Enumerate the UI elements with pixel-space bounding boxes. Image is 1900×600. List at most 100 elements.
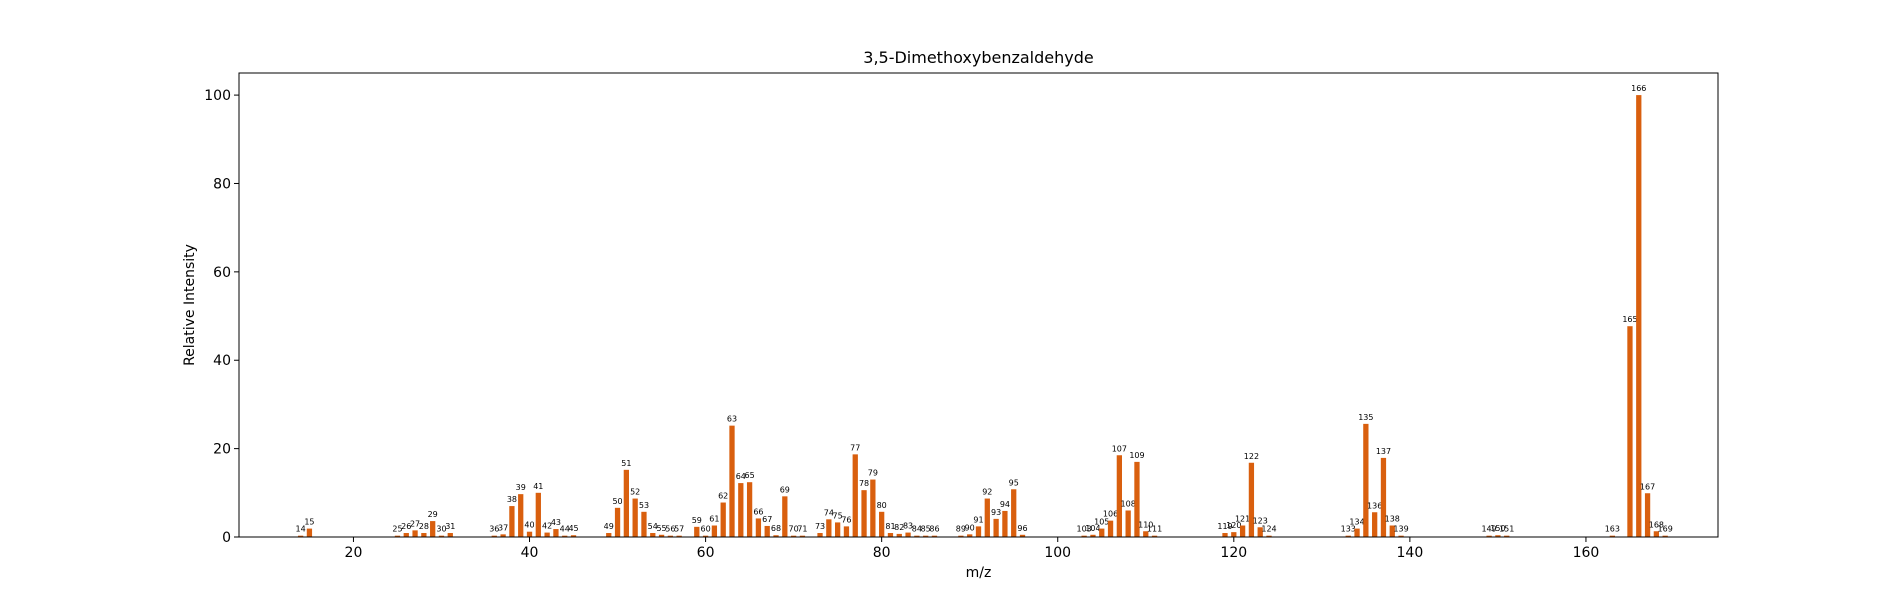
bar-label-mz-49: 49 <box>604 522 614 531</box>
x-axis: 20 40 60 80 100 120 140 160 <box>345 537 1600 561</box>
bar-mz-61 <box>711 525 718 537</box>
bar-label-mz-31: 31 <box>445 522 455 531</box>
bar-label-mz-89: 89 <box>956 525 966 534</box>
bar-mz-168 <box>1653 531 1660 537</box>
x-tick-label: 20 <box>345 545 363 561</box>
x-tick-label: 80 <box>873 545 891 561</box>
bar-mz-93 <box>993 518 999 537</box>
bar-label-mz-94: 94 <box>1000 500 1010 509</box>
bar-label-mz-138: 138 <box>1385 515 1400 524</box>
y-tick-label: 100 <box>204 88 231 104</box>
bar-label-mz-57: 57 <box>674 525 684 534</box>
bar-mz-44 <box>562 535 568 537</box>
bar-mz-41 <box>535 492 541 537</box>
bar-mz-68 <box>773 535 779 537</box>
bar-mz-38 <box>509 506 515 537</box>
bar-mz-65 <box>746 482 753 537</box>
bar-label-mz-53: 53 <box>639 501 649 510</box>
bar-label-mz-36: 36 <box>489 525 499 534</box>
bar-label-mz-79: 79 <box>868 469 878 478</box>
bar-mz-43 <box>553 529 559 537</box>
bar-mz-107 <box>1116 455 1122 537</box>
bar-mz-120 <box>1231 532 1237 537</box>
bar-mz-85 <box>923 535 929 537</box>
bar-mz-91 <box>975 526 982 537</box>
bar-label-mz-74: 74 <box>824 508 834 517</box>
bar-mz-137 <box>1380 457 1387 537</box>
bar-label-mz-40: 40 <box>524 521 534 530</box>
y-axis: 0 20 40 60 80 100 <box>204 88 239 546</box>
bar-mz-37 <box>500 534 506 537</box>
bar-label-mz-110: 110 <box>1138 520 1153 529</box>
y-axis-label: Relative Intensity <box>182 244 198 366</box>
bar-label-mz-133: 133 <box>1341 525 1356 534</box>
bar-mz-151 <box>1504 535 1510 537</box>
bar-label-mz-69: 69 <box>780 485 790 494</box>
bar-mz-29 <box>430 521 436 537</box>
bar-mz-70 <box>790 535 797 537</box>
bar-label-mz-64: 64 <box>736 472 746 481</box>
bar-label-mz-169: 169 <box>1658 525 1673 534</box>
bar-mz-55 <box>658 534 665 537</box>
bar-mz-75 <box>835 522 841 537</box>
bar-mz-45 <box>570 535 577 537</box>
bar-mz-76 <box>843 526 850 537</box>
bar-mz-51 <box>623 469 629 537</box>
y-tick-label: 60 <box>213 265 231 281</box>
x-tick-label: 120 <box>1220 545 1247 561</box>
chart-title: 3,5-Dimethoxybenzaldehyde <box>863 48 1093 67</box>
bar-label-mz-42: 42 <box>542 522 552 531</box>
bar-label-mz-107: 107 <box>1112 444 1127 453</box>
bar-label-mz-123: 123 <box>1253 516 1268 525</box>
x-tick-label: 140 <box>1397 545 1424 561</box>
bar-mz-40 <box>526 531 533 537</box>
bar-label-mz-134: 134 <box>1349 518 1364 527</box>
bar-label-mz-121: 121 <box>1235 515 1250 524</box>
x-axis-label: m/z <box>966 565 992 581</box>
plot-frame <box>238 72 1719 538</box>
bar-label-mz-151: 151 <box>1499 525 1514 534</box>
bar-mz-94 <box>1002 510 1008 537</box>
bar-label-mz-61: 61 <box>709 515 719 524</box>
bar-mz-63 <box>729 425 735 537</box>
bar-label-mz-80: 80 <box>877 501 887 510</box>
bar-label-mz-108: 108 <box>1121 499 1136 508</box>
bar-mz-73 <box>817 533 823 537</box>
bar-mz-59 <box>694 526 700 537</box>
bar-mz-105 <box>1099 528 1105 537</box>
bar-label-mz-25: 25 <box>392 525 402 534</box>
bar-label-mz-168: 168 <box>1649 520 1664 529</box>
bar-mz-149 <box>1486 535 1492 537</box>
bar-label-mz-26: 26 <box>401 522 411 531</box>
bar-label-mz-51: 51 <box>621 459 631 468</box>
bar-mz-25 <box>394 535 401 537</box>
bar-label-mz-63: 63 <box>727 415 737 424</box>
bar-label-mz-62: 62 <box>718 492 728 501</box>
bar-label-mz-120: 120 <box>1226 521 1241 530</box>
bar-mz-83 <box>905 532 911 537</box>
bar-label-mz-82: 82 <box>894 523 904 532</box>
bar-mz-14 <box>297 535 304 537</box>
bar-mz-106 <box>1107 520 1114 537</box>
bar-label-mz-85: 85 <box>921 525 931 534</box>
bar-label-mz-106: 106 <box>1103 510 1118 519</box>
bar-label-mz-165: 165 <box>1622 315 1637 324</box>
bar-mz-89 <box>958 535 964 537</box>
bar-label-mz-14: 14 <box>296 525 306 534</box>
bar-label-mz-86: 86 <box>929 525 939 534</box>
bar-label-mz-135: 135 <box>1358 413 1373 422</box>
bar-label-mz-54: 54 <box>648 522 658 531</box>
x-tick-label: 160 <box>1573 545 1600 561</box>
bar-mz-86 <box>931 535 938 537</box>
bar-mz-66 <box>755 518 762 537</box>
bar-mz-167 <box>1644 493 1651 537</box>
bar-label-mz-136: 136 <box>1367 501 1382 510</box>
bar-label-mz-90: 90 <box>965 523 975 532</box>
bar-label-mz-104: 104 <box>1085 524 1100 533</box>
bar-label-mz-83: 83 <box>903 522 913 531</box>
bar-mz-96 <box>1019 534 1026 537</box>
bar-label-mz-103: 103 <box>1076 525 1091 534</box>
bar-label-mz-29: 29 <box>428 510 438 519</box>
bar-mz-81 <box>887 533 894 537</box>
